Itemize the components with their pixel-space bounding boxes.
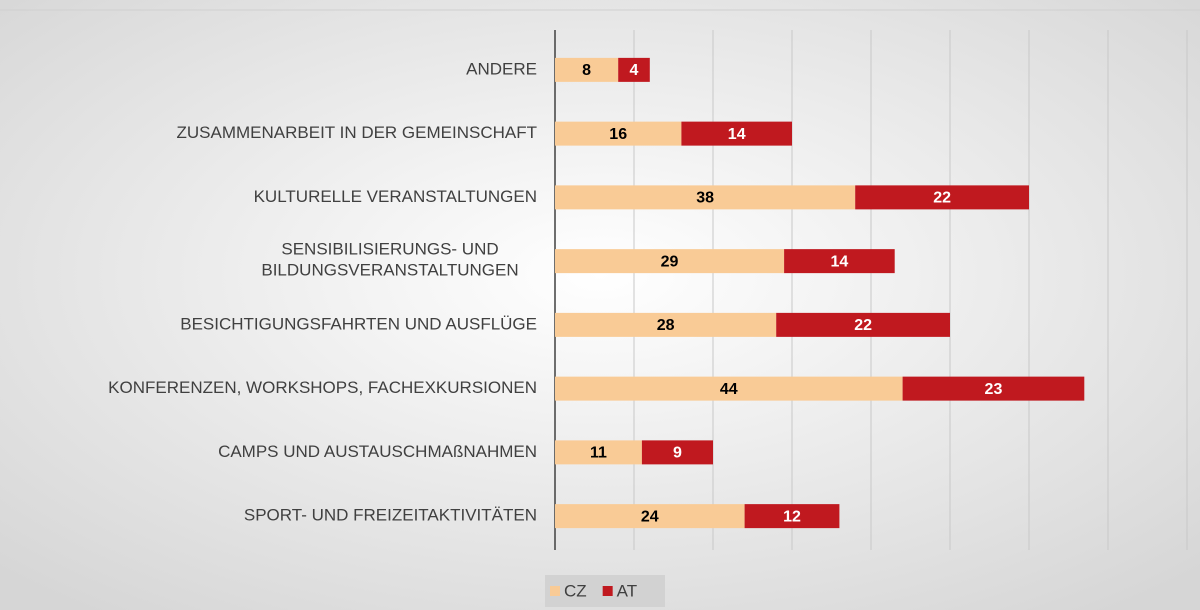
bar-segment: [744, 504, 840, 529]
bar-segment: [555, 249, 785, 274]
value-label: 28: [657, 317, 675, 334]
bar-segment: [555, 504, 745, 529]
bar-segment: [641, 440, 713, 465]
legend-swatch: [550, 586, 560, 596]
value-label: 9: [673, 445, 682, 462]
bar-segment: [555, 440, 642, 465]
bar-segment: [855, 185, 1029, 210]
bar-segment: [902, 376, 1085, 401]
legend-label: AT: [617, 581, 637, 600]
category-label: SPORT- UND FREIZEITAKTIVITÄTEN: [244, 506, 537, 525]
category-label: KULTURELLE VERANSTALTUNGEN: [254, 187, 537, 206]
category-label: CAMPS UND AUSTAUSCHMAßNAHMEN: [218, 442, 537, 461]
value-label: 38: [696, 190, 714, 207]
value-label: 4: [630, 62, 639, 79]
bar-segment: [681, 121, 792, 146]
value-label: 14: [728, 126, 746, 143]
bar-segment: [555, 312, 777, 337]
value-label: 22: [933, 190, 951, 207]
value-label: 44: [720, 381, 738, 398]
value-label: 16: [609, 126, 627, 143]
bar-segment: [618, 57, 650, 82]
value-label: 14: [831, 253, 849, 270]
value-label: 12: [783, 508, 801, 525]
bar-segment: [555, 121, 682, 146]
bar-segment: [776, 312, 950, 337]
value-label: 22: [854, 317, 872, 334]
category-label: SENSIBILISIERUNGS- UND BILDUNGSVERANSTALT…: [261, 240, 518, 280]
bar-segment: [555, 376, 903, 401]
value-label: 23: [985, 381, 1003, 398]
legend-swatch: [602, 586, 613, 596]
legend-label: CZ: [564, 581, 587, 600]
value-label: 29: [661, 253, 679, 270]
value-label: 11: [590, 445, 607, 462]
category-label: KONFERENZEN, WORKSHOPS, FACHEXKURSIONEN: [108, 378, 537, 397]
value-label: 8: [582, 62, 591, 79]
bar-segment: [555, 185, 856, 210]
bar-segment: [555, 57, 619, 82]
value-label: 24: [641, 508, 659, 525]
category-label: ANDERE: [466, 59, 537, 78]
bar-segment: [784, 249, 895, 274]
category-label: BESICHTIGUNGSFAHRTEN UND AUSFLÜGE: [180, 314, 537, 333]
category-label: ZUSAMMENARBEIT IN DER GEMEINSCHAFT: [177, 123, 538, 142]
